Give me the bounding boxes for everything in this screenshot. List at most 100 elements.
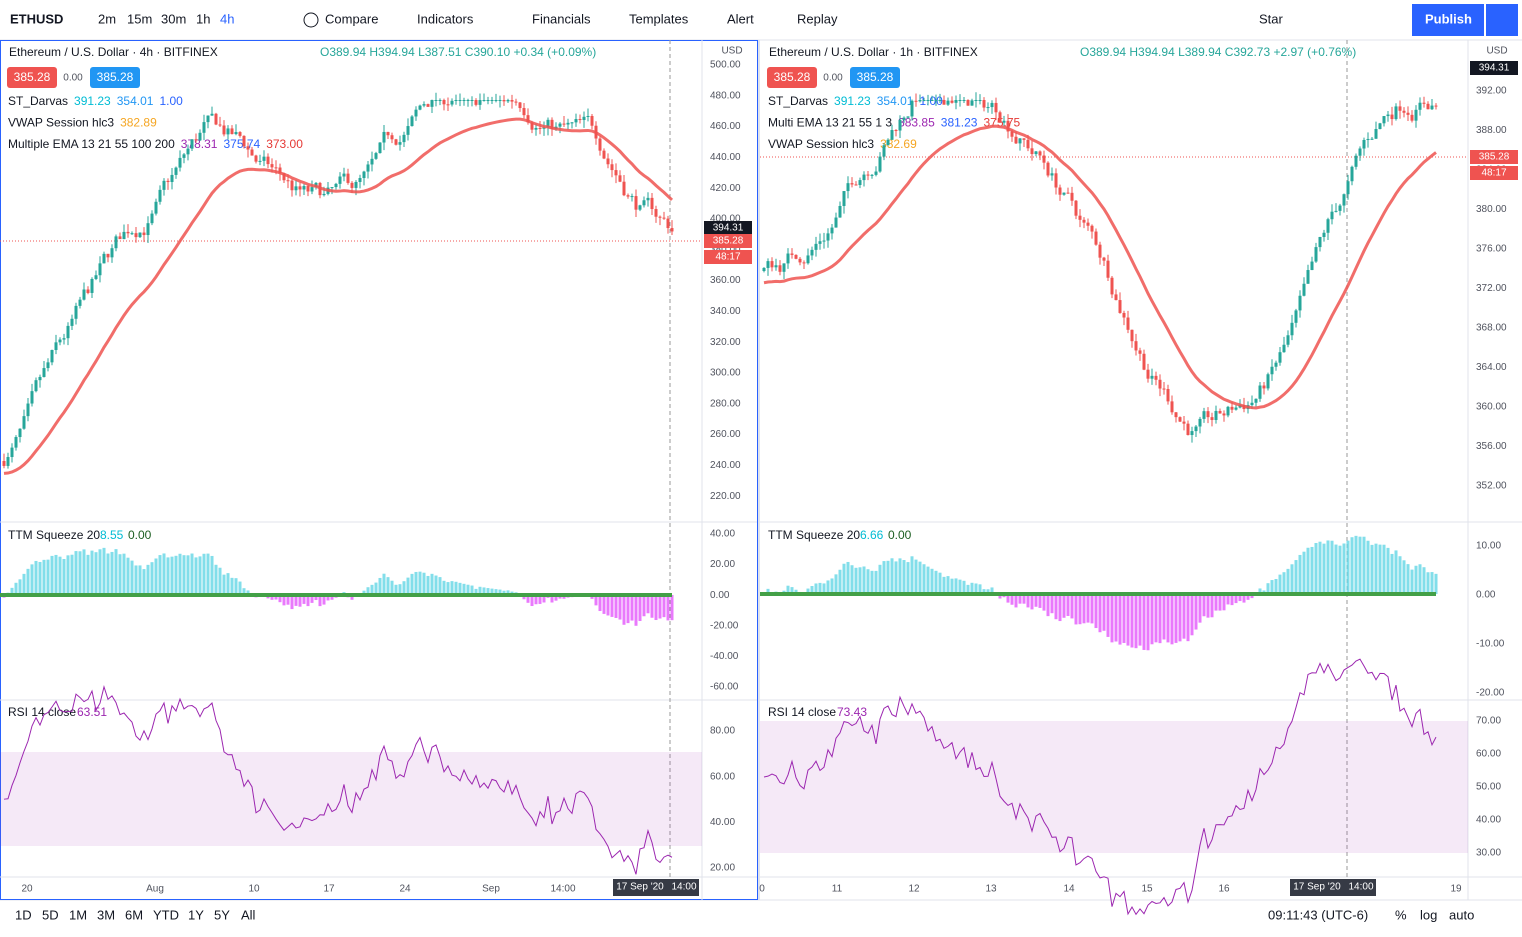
- candle-body: [1126, 317, 1130, 330]
- price-tick-label: 500.00: [710, 60, 741, 71]
- candle-body: [1170, 401, 1174, 413]
- interval-button[interactable]: 1h: [196, 11, 210, 26]
- candle-body: [1222, 413, 1226, 416]
- ttm-bar: [366, 587, 370, 595]
- candle-body: [1314, 247, 1318, 262]
- publish-button-bg[interactable]: [1412, 4, 1484, 36]
- interval-button[interactable]: 4h: [220, 11, 234, 26]
- price-tag-bg: [704, 234, 752, 248]
- bid[interactable]: 385.28: [774, 70, 811, 84]
- ttm-bar: [1302, 551, 1306, 594]
- replay-button[interactable]: Replay: [797, 11, 838, 26]
- ttm-bar: [1222, 594, 1226, 611]
- ttm-bar: [1410, 569, 1414, 594]
- candle-body: [522, 108, 526, 116]
- candle-body: [566, 122, 570, 125]
- candle-body: [274, 167, 278, 169]
- ttm-bar: [1022, 594, 1026, 604]
- range-button[interactable]: 1M: [69, 907, 87, 922]
- candle-body: [590, 115, 594, 126]
- range-button[interactable]: 6M: [125, 907, 143, 922]
- candle-body: [1402, 110, 1406, 113]
- ttm-bar: [362, 590, 366, 595]
- ttm-bar: [1186, 594, 1190, 642]
- ttm-name: TTM Squeeze 20: [768, 528, 860, 542]
- publish-menu[interactable]: [1486, 4, 1518, 36]
- candle-body: [22, 416, 26, 429]
- ttm-bar: [462, 583, 466, 595]
- candle-body: [846, 183, 850, 192]
- publish-button[interactable]: Publish: [1425, 11, 1472, 26]
- candle-body: [890, 130, 894, 140]
- candle-body: [826, 233, 830, 241]
- range-button[interactable]: All: [241, 907, 256, 922]
- ttm-bar: [918, 561, 922, 594]
- range-button[interactable]: YTD: [153, 907, 179, 922]
- ttm-bar: [866, 569, 870, 594]
- candle-body: [1150, 375, 1154, 379]
- financials-button[interactable]: Financials: [532, 11, 591, 26]
- ask[interactable]: 385.28: [97, 70, 134, 84]
- symbol[interactable]: ETHUSD: [10, 11, 63, 26]
- ttm-bar: [1206, 594, 1210, 618]
- indicator-value: 381.23: [941, 116, 978, 130]
- candle-body: [570, 122, 574, 124]
- candle-body: [14, 437, 18, 448]
- ttm-bar: [530, 595, 534, 607]
- bid[interactable]: 385.28: [14, 70, 51, 84]
- range-button[interactable]: 1Y: [188, 907, 204, 922]
- compare-button[interactable]: Compare: [325, 11, 378, 26]
- ask[interactable]: 385.28: [857, 70, 894, 84]
- ttm-bar: [126, 557, 130, 595]
- candle-body: [958, 100, 962, 101]
- candle-body: [378, 142, 382, 154]
- ttm-bar: [938, 572, 942, 594]
- layout-name[interactable]: Star: [1259, 11, 1284, 26]
- ttm-bar: [1402, 560, 1406, 594]
- interval-button[interactable]: 15m: [127, 11, 152, 26]
- candle-body: [358, 178, 362, 182]
- ttm-bar: [1126, 594, 1130, 646]
- candle-body: [294, 186, 298, 191]
- interval-button[interactable]: 2m: [98, 11, 116, 26]
- percent-toggle[interactable]: %: [1395, 907, 1407, 922]
- range-button[interactable]: 1D: [15, 907, 32, 922]
- price-tick-label: 392.00: [1476, 86, 1507, 97]
- range-button[interactable]: 3M: [97, 907, 115, 922]
- range-button[interactable]: 5D: [42, 907, 59, 922]
- candle-body: [894, 130, 898, 132]
- ttm-bar: [1098, 594, 1102, 633]
- time-tick-label: 24: [399, 884, 411, 895]
- price-tick-label: 240.00: [710, 460, 741, 471]
- indicator-value: 382.89: [120, 116, 157, 130]
- ttm-bar: [618, 595, 622, 620]
- ema-line: [763, 124, 1437, 410]
- candle-body: [146, 223, 150, 236]
- ttm-tick-label: 20.00: [710, 559, 735, 570]
- candle-body: [206, 115, 210, 123]
- price-tick-label: 220.00: [710, 491, 741, 502]
- ttm-bar: [874, 570, 878, 594]
- time-tick-label: 0: [759, 884, 765, 895]
- ttm-bar: [1094, 594, 1098, 629]
- ttm-bar: [1246, 594, 1250, 600]
- price-tag: 394.31: [1479, 63, 1510, 74]
- candle-body: [470, 100, 474, 101]
- candle-body: [270, 164, 274, 168]
- ttm-bar: [1394, 550, 1398, 594]
- ttm-bar: [458, 582, 462, 595]
- candle-body: [194, 139, 198, 141]
- templates-button[interactable]: Templates: [629, 11, 689, 26]
- indicators-button[interactable]: Indicators: [417, 11, 474, 26]
- auto-toggle[interactable]: auto: [1449, 907, 1474, 922]
- candle-body: [78, 299, 82, 306]
- alert-button[interactable]: Alert: [727, 11, 754, 26]
- interval-button[interactable]: 30m: [161, 11, 186, 26]
- candle-body: [646, 197, 650, 201]
- candle-body: [762, 267, 766, 271]
- range-button[interactable]: 5Y: [214, 907, 230, 922]
- spread: 0.00: [63, 73, 83, 84]
- candle-body: [638, 205, 642, 210]
- candle-body: [878, 156, 882, 172]
- log-toggle[interactable]: log: [1420, 907, 1437, 922]
